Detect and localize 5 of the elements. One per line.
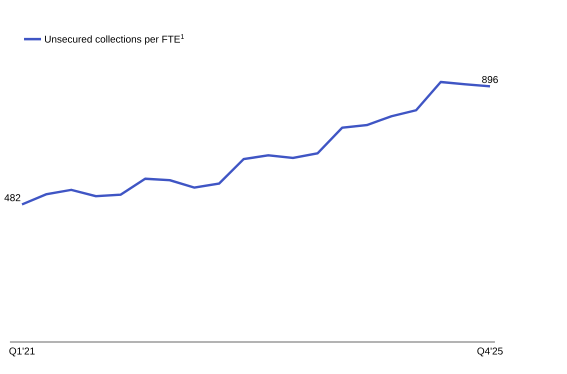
x-tick-label: Q4'25 <box>477 348 503 356</box>
legend-label: Unsecured collections per FTE$^{1}$ <box>44 34 184 45</box>
data-label: 896 <box>482 76 498 84</box>
x-tick-label: Q1'21 <box>9 348 35 356</box>
data-label: 482 <box>4 194 20 202</box>
